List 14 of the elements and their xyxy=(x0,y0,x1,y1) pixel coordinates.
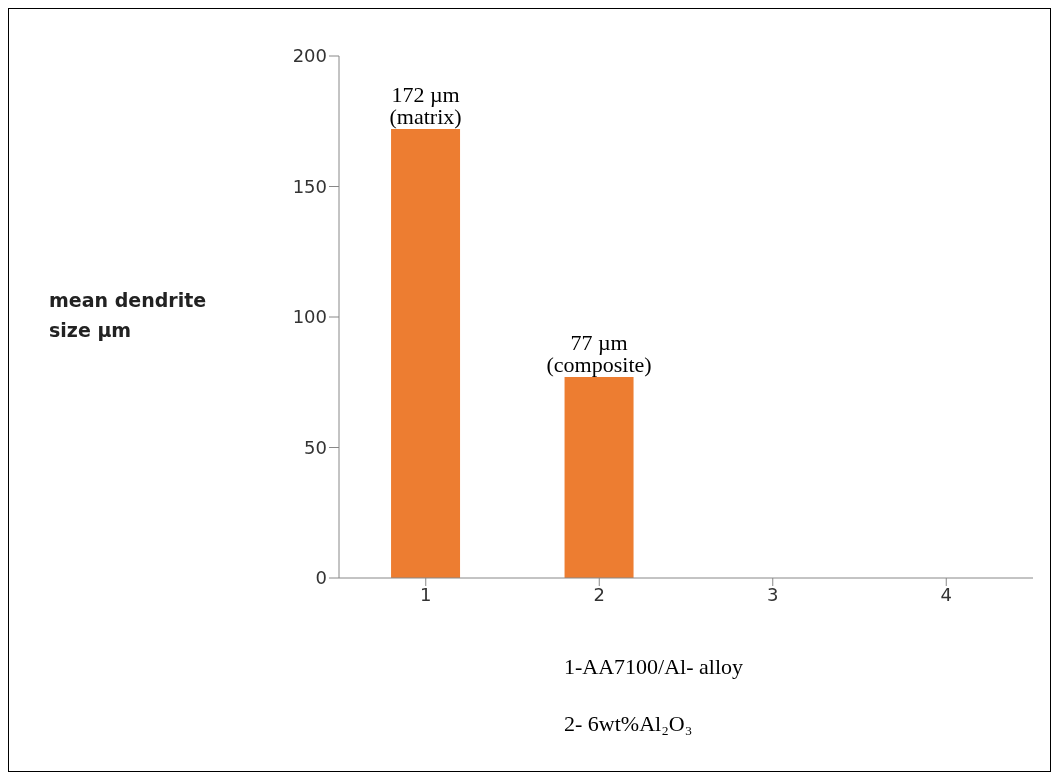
y-tick-label: 200 xyxy=(292,45,327,67)
y-axis-title: mean dendrite size µm xyxy=(49,288,208,343)
text: 1-AA7100/Al- alloy xyxy=(564,654,744,680)
data-label: 172 µm (matrix) xyxy=(389,82,462,130)
y-tick-label: 100 xyxy=(292,306,327,328)
y-tick-label: 150 xyxy=(292,175,327,197)
y-tick-label: 0 xyxy=(315,567,327,589)
y-tick-label: 50 xyxy=(304,436,327,458)
x-tick-label: 4 xyxy=(940,583,952,605)
text: 2- 6wt%Al₂O₃ xyxy=(564,711,693,737)
x-tick-label: 2 xyxy=(593,583,605,605)
data-label: 77 µm (composite) xyxy=(546,330,652,378)
x-tick-label: 1 xyxy=(420,583,432,605)
x-tick-label: 3 xyxy=(767,583,779,605)
